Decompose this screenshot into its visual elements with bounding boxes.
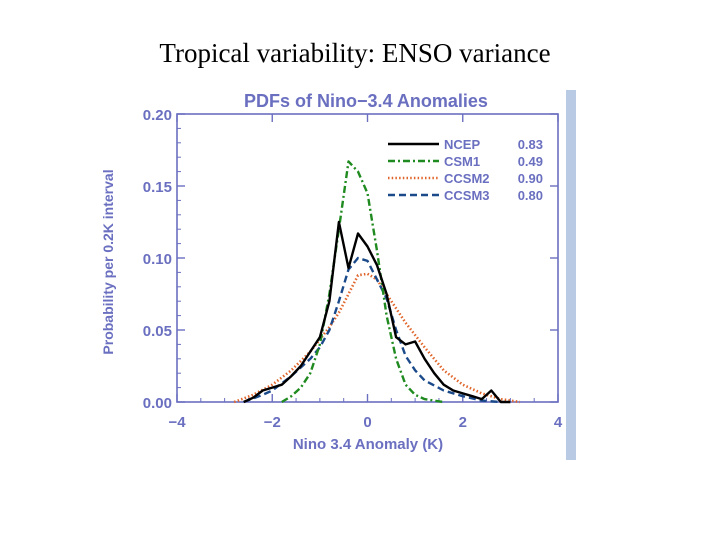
x-tick-label: −2 — [264, 414, 281, 431]
y-tick-label: 0.15 — [143, 179, 172, 196]
y-axis-label: Probability per 0.2K interval — [100, 169, 116, 354]
legend-value-csm1: 0.49 — [518, 154, 543, 169]
x-tick-label: −4 — [168, 414, 186, 431]
legend-value-ncep: 0.83 — [518, 137, 543, 152]
y-tick-label: 0.00 — [143, 395, 172, 412]
x-axis-label: Nino 3.4 Anomaly (K) — [293, 436, 443, 453]
y-tick-label: 0.20 — [143, 107, 172, 124]
y-tick-label: 0.05 — [143, 323, 172, 340]
x-tick-label: 0 — [363, 414, 371, 431]
plot-frame — [176, 113, 559, 403]
series-line-csm1 — [281, 160, 444, 404]
chart-figure: PDFs of Nino−3.4 Anomalies Probability p… — [96, 90, 576, 460]
legend-label-ccsm2: CCSM2 — [444, 171, 490, 186]
legend-label-csm1: CSM1 — [444, 154, 480, 169]
y-tick-label: 0.10 — [143, 251, 172, 268]
series-line-ccsm2 — [233, 272, 521, 404]
pdf-chart: PDFs of Nino−3.4 Anomalies Probability p… — [100, 91, 563, 453]
figure-edge-strip — [566, 90, 576, 460]
x-tick-label: 2 — [459, 414, 467, 431]
legend-label-ccsm3: CCSM3 — [444, 188, 490, 203]
x-tick-label: 4 — [554, 414, 563, 431]
slide-title: Tropical variability: ENSO variance — [159, 38, 551, 68]
series-line-ccsm3 — [243, 256, 501, 404]
legend-label-ncep: NCEP — [444, 137, 480, 152]
chart-title: PDFs of Nino−3.4 Anomalies — [244, 91, 488, 111]
series-line-ncep — [243, 220, 511, 404]
legend-value-ccsm2: 0.90 — [518, 171, 543, 186]
legend-value-ccsm3: 0.80 — [518, 188, 543, 203]
